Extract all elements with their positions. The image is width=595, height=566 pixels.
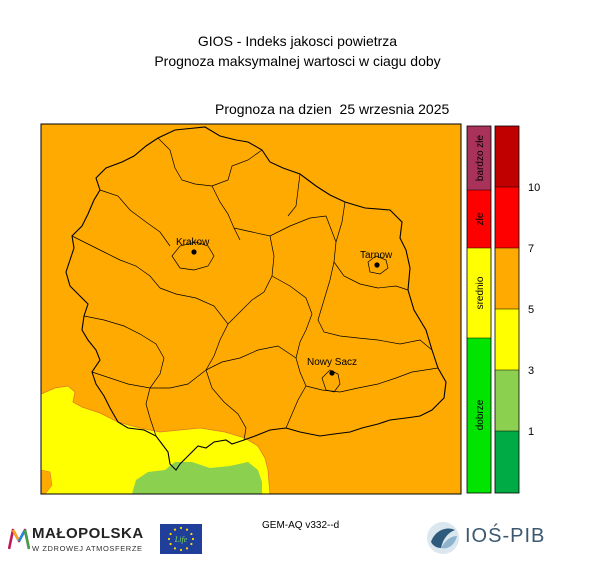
category-dobrze-swatch <box>467 338 491 493</box>
city-label-nowy-sacz: Nowy Sacz <box>307 357 357 368</box>
scale-band-1 <box>495 126 519 187</box>
category-bardzo-zle-swatch <box>467 126 491 190</box>
scale-band-5 <box>495 370 519 431</box>
category-legend: bardzo złe złe srednio dobrze <box>466 125 492 494</box>
map-frame <box>40 123 462 495</box>
krakow-outline <box>171 241 215 271</box>
scale-tick-7: 7 <box>528 243 534 255</box>
tarnow-marker <box>374 262 380 268</box>
nowy-sacz-outline <box>321 369 341 393</box>
category-label-srednio: srednio <box>475 276 486 309</box>
zone-yellow <box>40 385 271 495</box>
index-scale: 10 7 5 3 1 <box>494 125 540 494</box>
city-label-tarnow: Tarnow <box>360 250 393 261</box>
scale-tick-1: 1 <box>528 426 534 438</box>
category-srednio-swatch <box>467 248 491 338</box>
scale-tick-5: 5 <box>528 304 534 316</box>
scale-tick-3: 3 <box>528 365 534 377</box>
category-label-bardzo-zle: bardzo złe <box>475 134 486 181</box>
malopolska-emblem-icon <box>8 528 30 550</box>
malopolska-name: MAŁOPOLSKA <box>32 525 144 542</box>
ios-pib-name: IOŚ-PIB <box>465 525 546 547</box>
scale-band-3 <box>495 248 519 309</box>
county-borders <box>71 137 439 441</box>
malopolska-logo: MAŁOPOLSKA W ZDROWEJ ATMOSFERZE <box>8 525 158 559</box>
ios-pib-logo: IOŚ-PIB <box>425 518 565 558</box>
scale-band-6 <box>495 431 519 493</box>
region-border <box>65 126 447 471</box>
category-zle-swatch <box>467 190 491 248</box>
model-version: GEM-AQ v332--d <box>262 520 340 531</box>
zone-green <box>132 462 262 494</box>
nowy-sacz-marker <box>329 370 335 376</box>
ios-pib-emblem-icon <box>427 522 459 554</box>
krakow-marker <box>191 249 197 255</box>
forecast-date: Prognoza na dzien 25 wrzesnia 2025 <box>215 101 450 117</box>
scale-band-4 <box>495 309 519 370</box>
malopolska-slogan: W ZDROWEJ ATMOSFERZE <box>32 544 143 553</box>
category-label-zle: złe <box>475 212 486 225</box>
eu-life-logo-icon: Life <box>160 524 202 554</box>
scale-tick-10: 10 <box>528 182 540 194</box>
category-label-dobrze: dobrze <box>475 399 486 430</box>
tarnow-outline <box>367 255 389 275</box>
eu-life-text: Life <box>174 535 188 544</box>
title-line-2: Prognoza maksymalnej wartosci w ciagu do… <box>154 53 441 69</box>
title-line-1: GIOS - Indeks jakosci powietrza <box>197 33 398 49</box>
city-label-krakow: Krakow <box>176 237 210 248</box>
scale-band-2 <box>495 187 519 248</box>
